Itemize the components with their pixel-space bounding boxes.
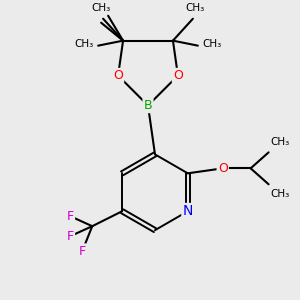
- Text: F: F: [79, 244, 86, 258]
- Text: O: O: [218, 162, 228, 175]
- Text: CH₃: CH₃: [271, 189, 290, 199]
- Text: O: O: [173, 69, 183, 82]
- Text: CH₃: CH₃: [185, 3, 205, 13]
- Text: CH₃: CH₃: [271, 137, 290, 147]
- Text: B: B: [144, 99, 152, 112]
- Text: CH₃: CH₃: [74, 39, 93, 49]
- Text: F: F: [67, 210, 74, 223]
- Text: O: O: [113, 69, 123, 82]
- Text: CH₃: CH₃: [92, 3, 111, 13]
- Text: N: N: [183, 204, 193, 218]
- Text: F: F: [67, 230, 74, 243]
- Text: CH₃: CH₃: [203, 39, 222, 49]
